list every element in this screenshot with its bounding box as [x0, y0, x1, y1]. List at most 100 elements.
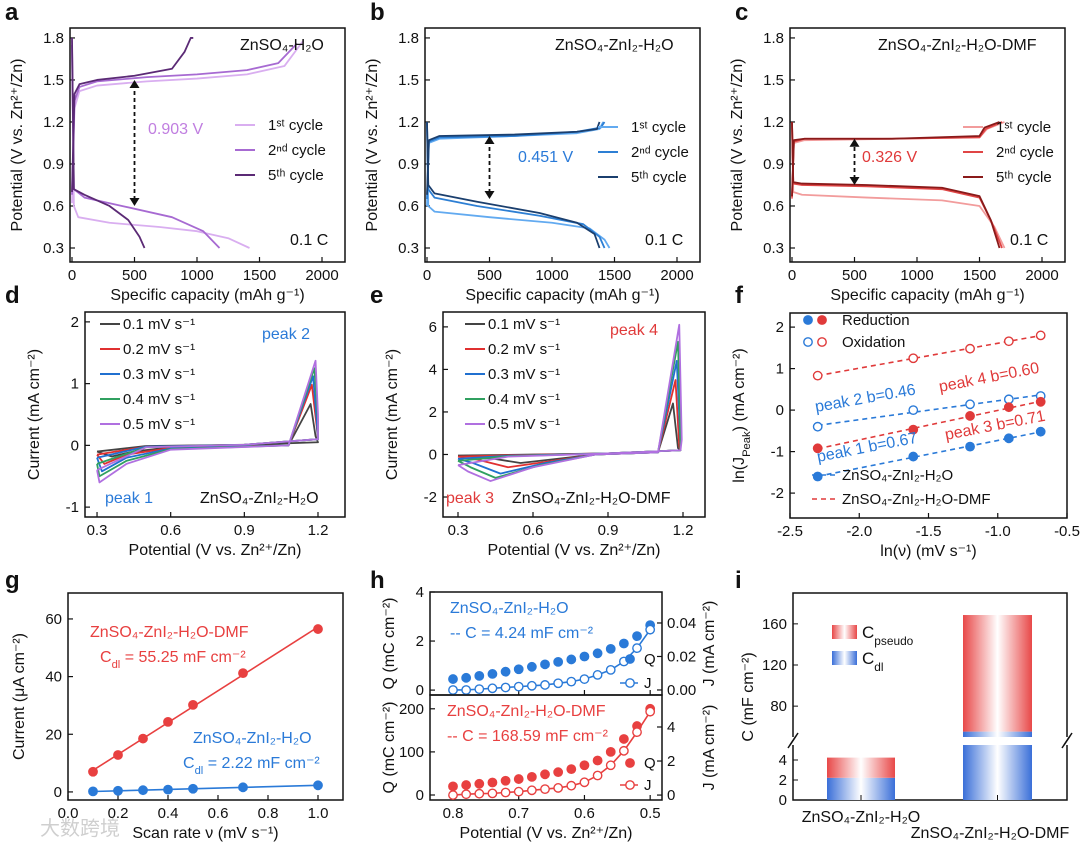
panel-f: -2.5 -2.0 -1.5 -1.0 -0.5 -2 -1 0 1 2 ln(ν) (mV s⁻¹… — [731, 312, 1080, 560]
data-point — [461, 780, 472, 790]
legend-marker — [817, 337, 827, 347]
axis-break-mark — [789, 732, 799, 746]
annotation-text: ZnSO₄-ZnI₂-H₂O-DMF — [512, 490, 671, 507]
data-point — [908, 424, 919, 435]
y-tick-label: 1.8 — [763, 30, 784, 47]
x-tick-label: -2.0 — [846, 523, 872, 540]
data-point — [138, 785, 148, 796]
series-5th-cycle — [791, 121, 1001, 249]
data-point — [553, 656, 564, 667]
y-tick-label: 0.3 — [398, 240, 419, 257]
y2-tick-label: 0.04 — [667, 615, 696, 632]
y-axis-label: Q (mC cm⁻²) — [381, 598, 398, 690]
data-point — [461, 685, 472, 695]
data-point — [553, 783, 564, 793]
panel-label-c: c — [735, 0, 748, 26]
data-point — [618, 638, 629, 649]
y-tick-label: 4 — [416, 584, 424, 601]
annotation-text: -- C = 168.59 mF cm⁻² — [447, 728, 609, 745]
series-j — [448, 624, 656, 695]
panel-a: 0 500 1000 1500 2000 0.3 0.6 0.9 1.2 1.5 1.8 Specif… — [9, 27, 346, 304]
data-point — [540, 784, 550, 795]
y-tick-label: 1.2 — [763, 114, 784, 131]
data-point — [812, 370, 823, 381]
data-point — [487, 683, 498, 694]
x-tick-label: 2000 — [305, 267, 338, 284]
series-peak-1 — [812, 426, 1046, 482]
annotation-text: peak 2 — [262, 326, 310, 343]
y-tick-label: 2 — [429, 404, 437, 421]
legend-label: 0.3 mV s⁻¹ — [123, 366, 195, 383]
data-point — [1003, 394, 1014, 405]
data-point — [238, 668, 248, 679]
series-line — [71, 40, 304, 204]
x-tick-label: 2000 — [660, 267, 693, 284]
x-tick-label: 1000 — [535, 267, 568, 284]
legend-marker — [625, 780, 635, 790]
y-tick-label: 0 — [416, 787, 424, 804]
annotation-text: ZnSO₄-ZnI₂-H₂O-DMF — [447, 703, 606, 720]
x-tick-label: 0.4 — [158, 805, 179, 822]
panel-e: 0.3 0.6 0.9 1.2 -2 0 2 4 6 Potential (V vs. Zn²⁺/… — [384, 311, 706, 559]
fit-line — [92, 784, 319, 793]
y-axis-label: Potential (V vs. Zn²⁺/Zn) — [729, 59, 746, 232]
x-tick-label: 0.8 — [258, 805, 279, 822]
y2-tick-label: 0.00 — [667, 682, 696, 699]
x-tick-label: 1000 — [180, 267, 213, 284]
data-point — [461, 672, 472, 683]
legend-label: 0.2 mV s⁻¹ — [123, 341, 195, 358]
annotation-text: ZnSO₄-ZnI₂-H₂O — [200, 490, 319, 507]
axis-break-mark — [1063, 732, 1073, 746]
data-point — [500, 666, 511, 677]
x-axis-label: Potential (V vs. Zn²⁺/Zn) — [488, 542, 661, 559]
data-point — [487, 788, 498, 799]
annotation-text: ZnSO₄-ZnI₂-H₂O-DMF — [878, 37, 1037, 54]
data-point — [513, 681, 524, 692]
legend-label: Q — [644, 755, 656, 772]
arrow-head-up-icon — [849, 138, 860, 147]
annotation-text: 0.1 C — [1010, 232, 1048, 249]
x-tick-label: 0 — [788, 267, 796, 284]
legend-marker — [817, 315, 827, 325]
panel-h-top: 0 2 4 0.00 0.02 0.04 Q (mC cm⁻²) J (mA cm⁻²) ZnS… — [381, 584, 718, 699]
panel-label-a: a — [5, 0, 19, 26]
y-tick-label: 0 — [416, 682, 424, 699]
category-label: ZnSO₄-ZnI₂-H₂O-DMF — [911, 825, 1070, 842]
x-axis-label: Specific capacity (mAh g⁻¹) — [110, 287, 304, 304]
data-point — [487, 669, 498, 679]
series-0-5-mv-s-1 — [96, 359, 319, 484]
x-tick-label: 1500 — [963, 267, 996, 284]
y-tick-label: 2 — [776, 319, 784, 336]
annotation-text: 0.903 V — [148, 121, 203, 138]
x-axis-label: Scan rate ν (mV s⁻¹) — [132, 825, 278, 842]
x-tick-label: 0 — [68, 267, 76, 284]
x-tick-label: 1.2 — [673, 522, 694, 539]
y-tick-label: -1 — [66, 499, 79, 516]
legend-label: 0.5 mV s⁻¹ — [123, 416, 195, 433]
data-point — [566, 764, 577, 775]
panel-h-bottom: 0.8 0.7 0.6 0.5 0 100 200 0 2 4 Potential (V vs. Z… — [381, 694, 718, 842]
data-point — [965, 399, 975, 410]
plot-frame — [67, 592, 344, 801]
data-point — [540, 680, 550, 690]
data-point — [540, 769, 550, 780]
category-label: ZnSO₄-ZnI₂-H₂O — [802, 809, 921, 826]
series-1st-cycle — [71, 40, 304, 249]
data-point — [566, 676, 577, 687]
legend-label: 1ˢᵗ cycle — [631, 119, 686, 136]
data-point — [1003, 433, 1014, 444]
annotation-text: peak 4 b=0.60 — [938, 360, 1041, 396]
y2-tick-label: 2 — [667, 753, 675, 770]
axis-break-gap — [785, 737, 1075, 745]
plot-frame — [442, 311, 706, 518]
data-point — [965, 343, 975, 354]
data-point — [553, 767, 564, 778]
data-point — [579, 777, 590, 788]
x-axis-label: Potential (V vs. Zn²⁺/Zn) — [129, 542, 302, 559]
data-point — [188, 783, 198, 794]
data-point — [812, 443, 823, 454]
y-tick-label: 2 — [71, 314, 79, 331]
data-point — [1003, 336, 1014, 347]
y-axis-label: Current (mA cm⁻²) — [26, 349, 43, 480]
